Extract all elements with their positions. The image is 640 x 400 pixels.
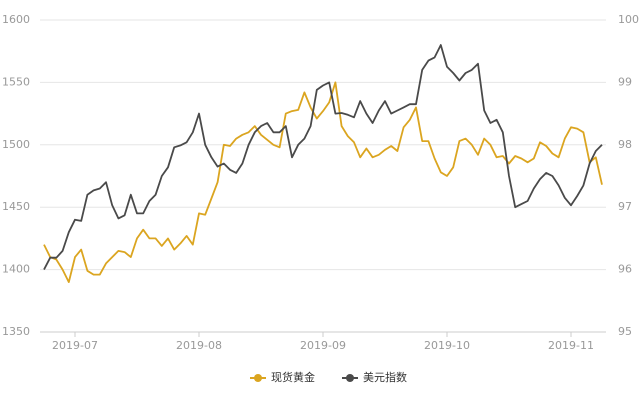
y-tick-label: 1400: [2, 263, 30, 276]
y-tick-label: 1500: [2, 138, 30, 151]
legend-label: 美元指数: [363, 370, 407, 384]
y-tick-label: 1550: [2, 75, 30, 88]
y2-tick-label: 95: [618, 325, 632, 338]
series-line: [43, 44, 603, 271]
x-tick-label: 2019-10: [424, 339, 470, 352]
y2-tick-label: 100: [618, 13, 639, 26]
y2-tick-label: 97: [618, 200, 632, 213]
y-tick-label: 1600: [2, 13, 30, 26]
legend-marker: [346, 374, 354, 382]
y2-tick-label: 99: [618, 75, 632, 88]
x-tick-label: 2019-09: [300, 339, 346, 352]
x-tick-label: 2019-08: [176, 339, 222, 352]
y-tick-label: 1350: [2, 325, 30, 338]
x-tick-label: 2019-11: [548, 339, 594, 352]
legend-label: 现货黄金: [271, 370, 315, 384]
legend-marker: [254, 374, 262, 382]
y2-tick-label: 96: [618, 263, 632, 276]
y-tick-label: 1450: [2, 200, 30, 213]
x-tick-label: 2019-07: [52, 339, 98, 352]
y2-tick-label: 98: [618, 138, 632, 151]
series-line: [43, 81, 603, 283]
